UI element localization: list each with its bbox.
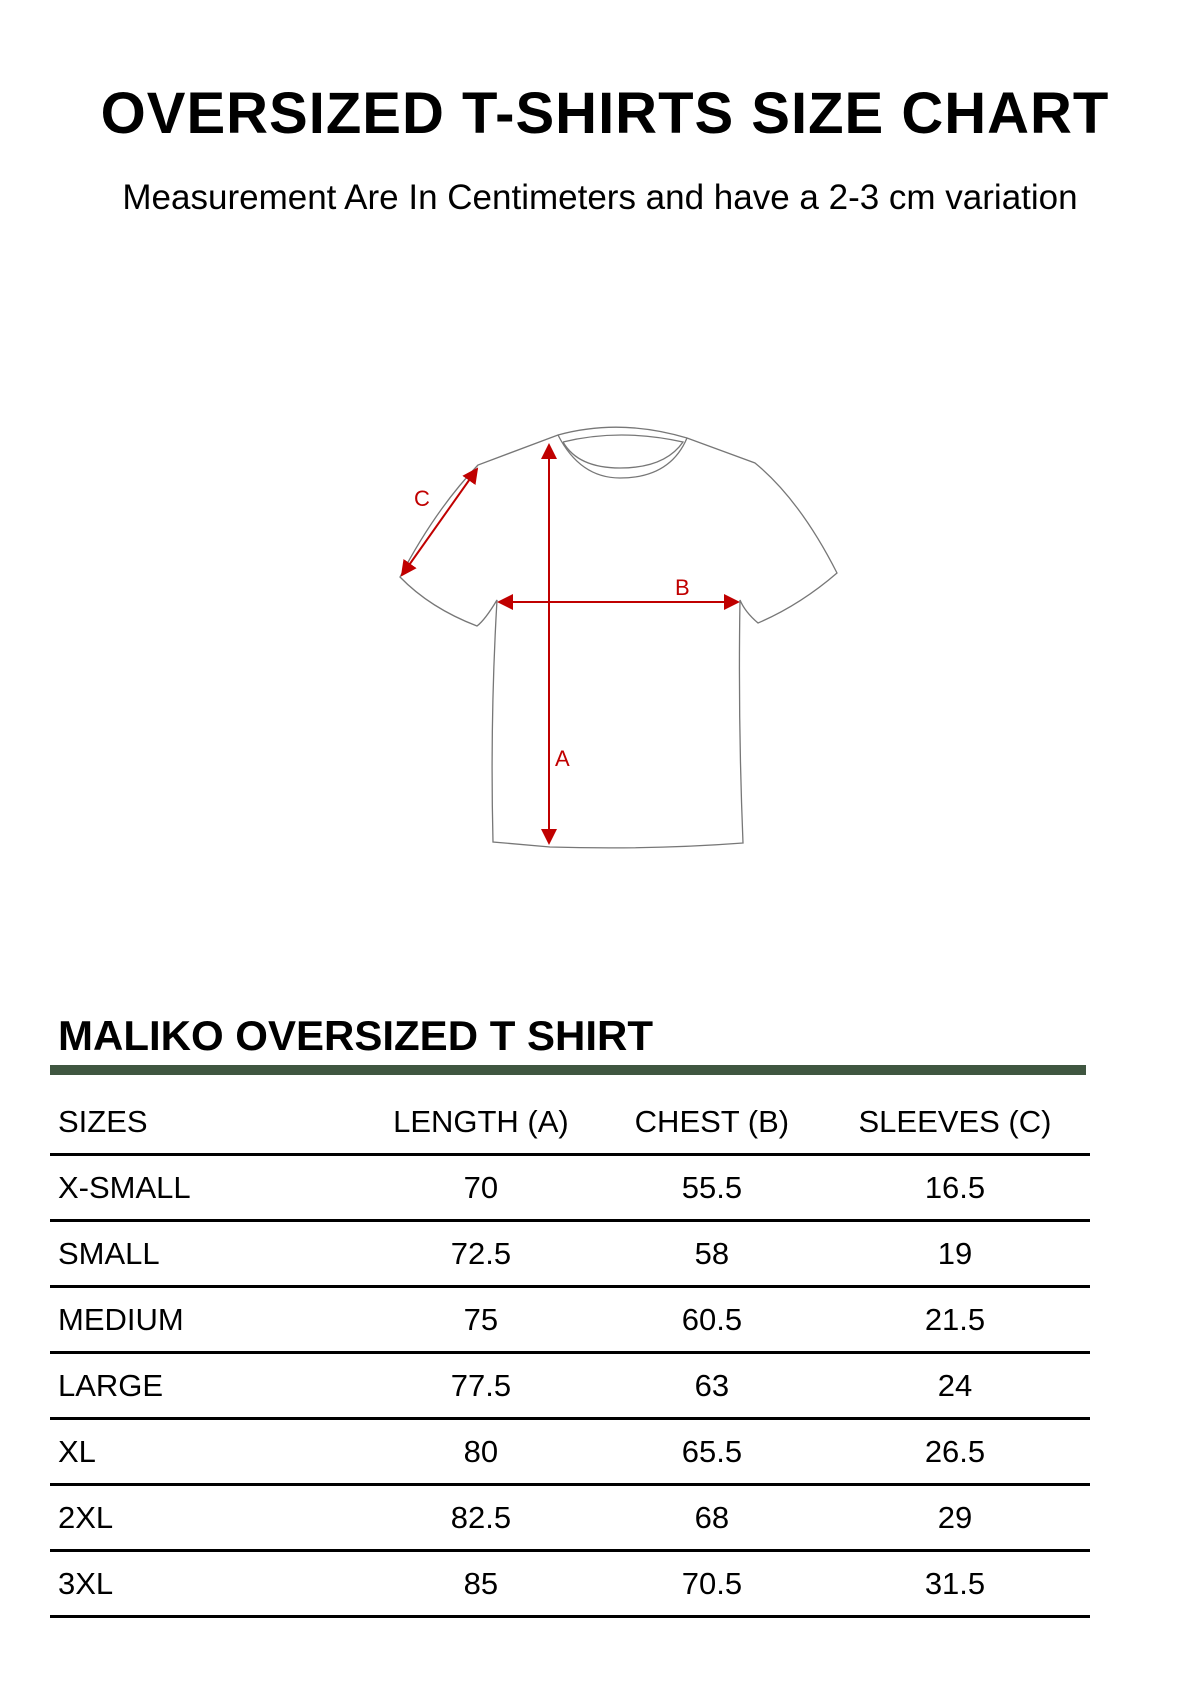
size-table: SIZES LENGTH (A) CHEST (B) SLEEVES (C) X… [50, 1090, 1090, 1618]
cell-length: 80 [358, 1418, 604, 1486]
label-b: B [675, 575, 690, 600]
label-c: C [414, 486, 430, 511]
table-header-row: SIZES LENGTH (A) CHEST (B) SLEEVES (C) [50, 1090, 1090, 1156]
cell-sleeves: 19 [819, 1220, 1090, 1288]
label-a: A [555, 746, 570, 771]
cell-chest: 65.5 [603, 1418, 820, 1486]
cell-sleeves: 16.5 [819, 1154, 1090, 1222]
measurement-arrows [400, 443, 740, 845]
cell-chest: 68 [603, 1484, 820, 1552]
cell-size: XL [50, 1418, 358, 1486]
cell-chest: 60.5 [603, 1286, 820, 1354]
cell-length: 72.5 [358, 1220, 604, 1288]
cell-chest: 55.5 [603, 1154, 820, 1222]
product-title: MALIKO OVERSIZED T SHIRT [58, 1012, 654, 1059]
tshirt-diagram: A B C [399, 426, 838, 849]
table-row: XL 80 65.5 26.5 [50, 1418, 1090, 1486]
cell-size: X-SMALL [50, 1154, 358, 1222]
table-row: 3XL 85 70.5 31.5 [50, 1550, 1090, 1618]
cell-sleeves: 26.5 [819, 1418, 1090, 1486]
sleeve-arrow [400, 467, 479, 577]
cell-chest: 70.5 [603, 1550, 820, 1618]
cell-size: LARGE [50, 1352, 358, 1420]
header-sleeves: SLEEVES (C) [819, 1090, 1090, 1156]
header-sizes: SIZES [50, 1090, 358, 1156]
table-row: X-SMALL 70 55.5 16.5 [50, 1154, 1090, 1222]
cell-length: 77.5 [358, 1352, 604, 1420]
cell-sleeves: 29 [819, 1484, 1090, 1552]
table-row: MEDIUM 75 60.5 21.5 [50, 1286, 1090, 1354]
page-subtitle: Measurement Are In Centimeters and have … [122, 178, 1078, 217]
table-row: SMALL 72.5 58 19 [50, 1220, 1090, 1288]
cell-sleeves: 31.5 [819, 1550, 1090, 1618]
cell-length: 82.5 [358, 1484, 604, 1552]
cell-size: 3XL [50, 1550, 358, 1618]
table-row: LARGE 77.5 63 24 [50, 1352, 1090, 1420]
cell-chest: 58 [603, 1220, 820, 1288]
cell-size: 2XL [50, 1484, 358, 1552]
cell-length: 75 [358, 1286, 604, 1354]
header-length: LENGTH (A) [358, 1090, 604, 1156]
cell-size: SMALL [50, 1220, 358, 1288]
cell-sleeves: 21.5 [819, 1286, 1090, 1354]
header-chest: CHEST (B) [603, 1090, 820, 1156]
accent-divider [50, 1065, 1086, 1075]
page-title: OVERSIZED T-SHIRTS SIZE CHART [100, 81, 1110, 146]
cell-size: MEDIUM [50, 1286, 358, 1354]
cell-length: 85 [358, 1550, 604, 1618]
table-row: 2XL 82.5 68 29 [50, 1484, 1090, 1552]
cell-chest: 63 [603, 1352, 820, 1420]
cell-sleeves: 24 [819, 1352, 1090, 1420]
cell-length: 70 [358, 1154, 604, 1222]
tshirt-outline [399, 426, 838, 849]
